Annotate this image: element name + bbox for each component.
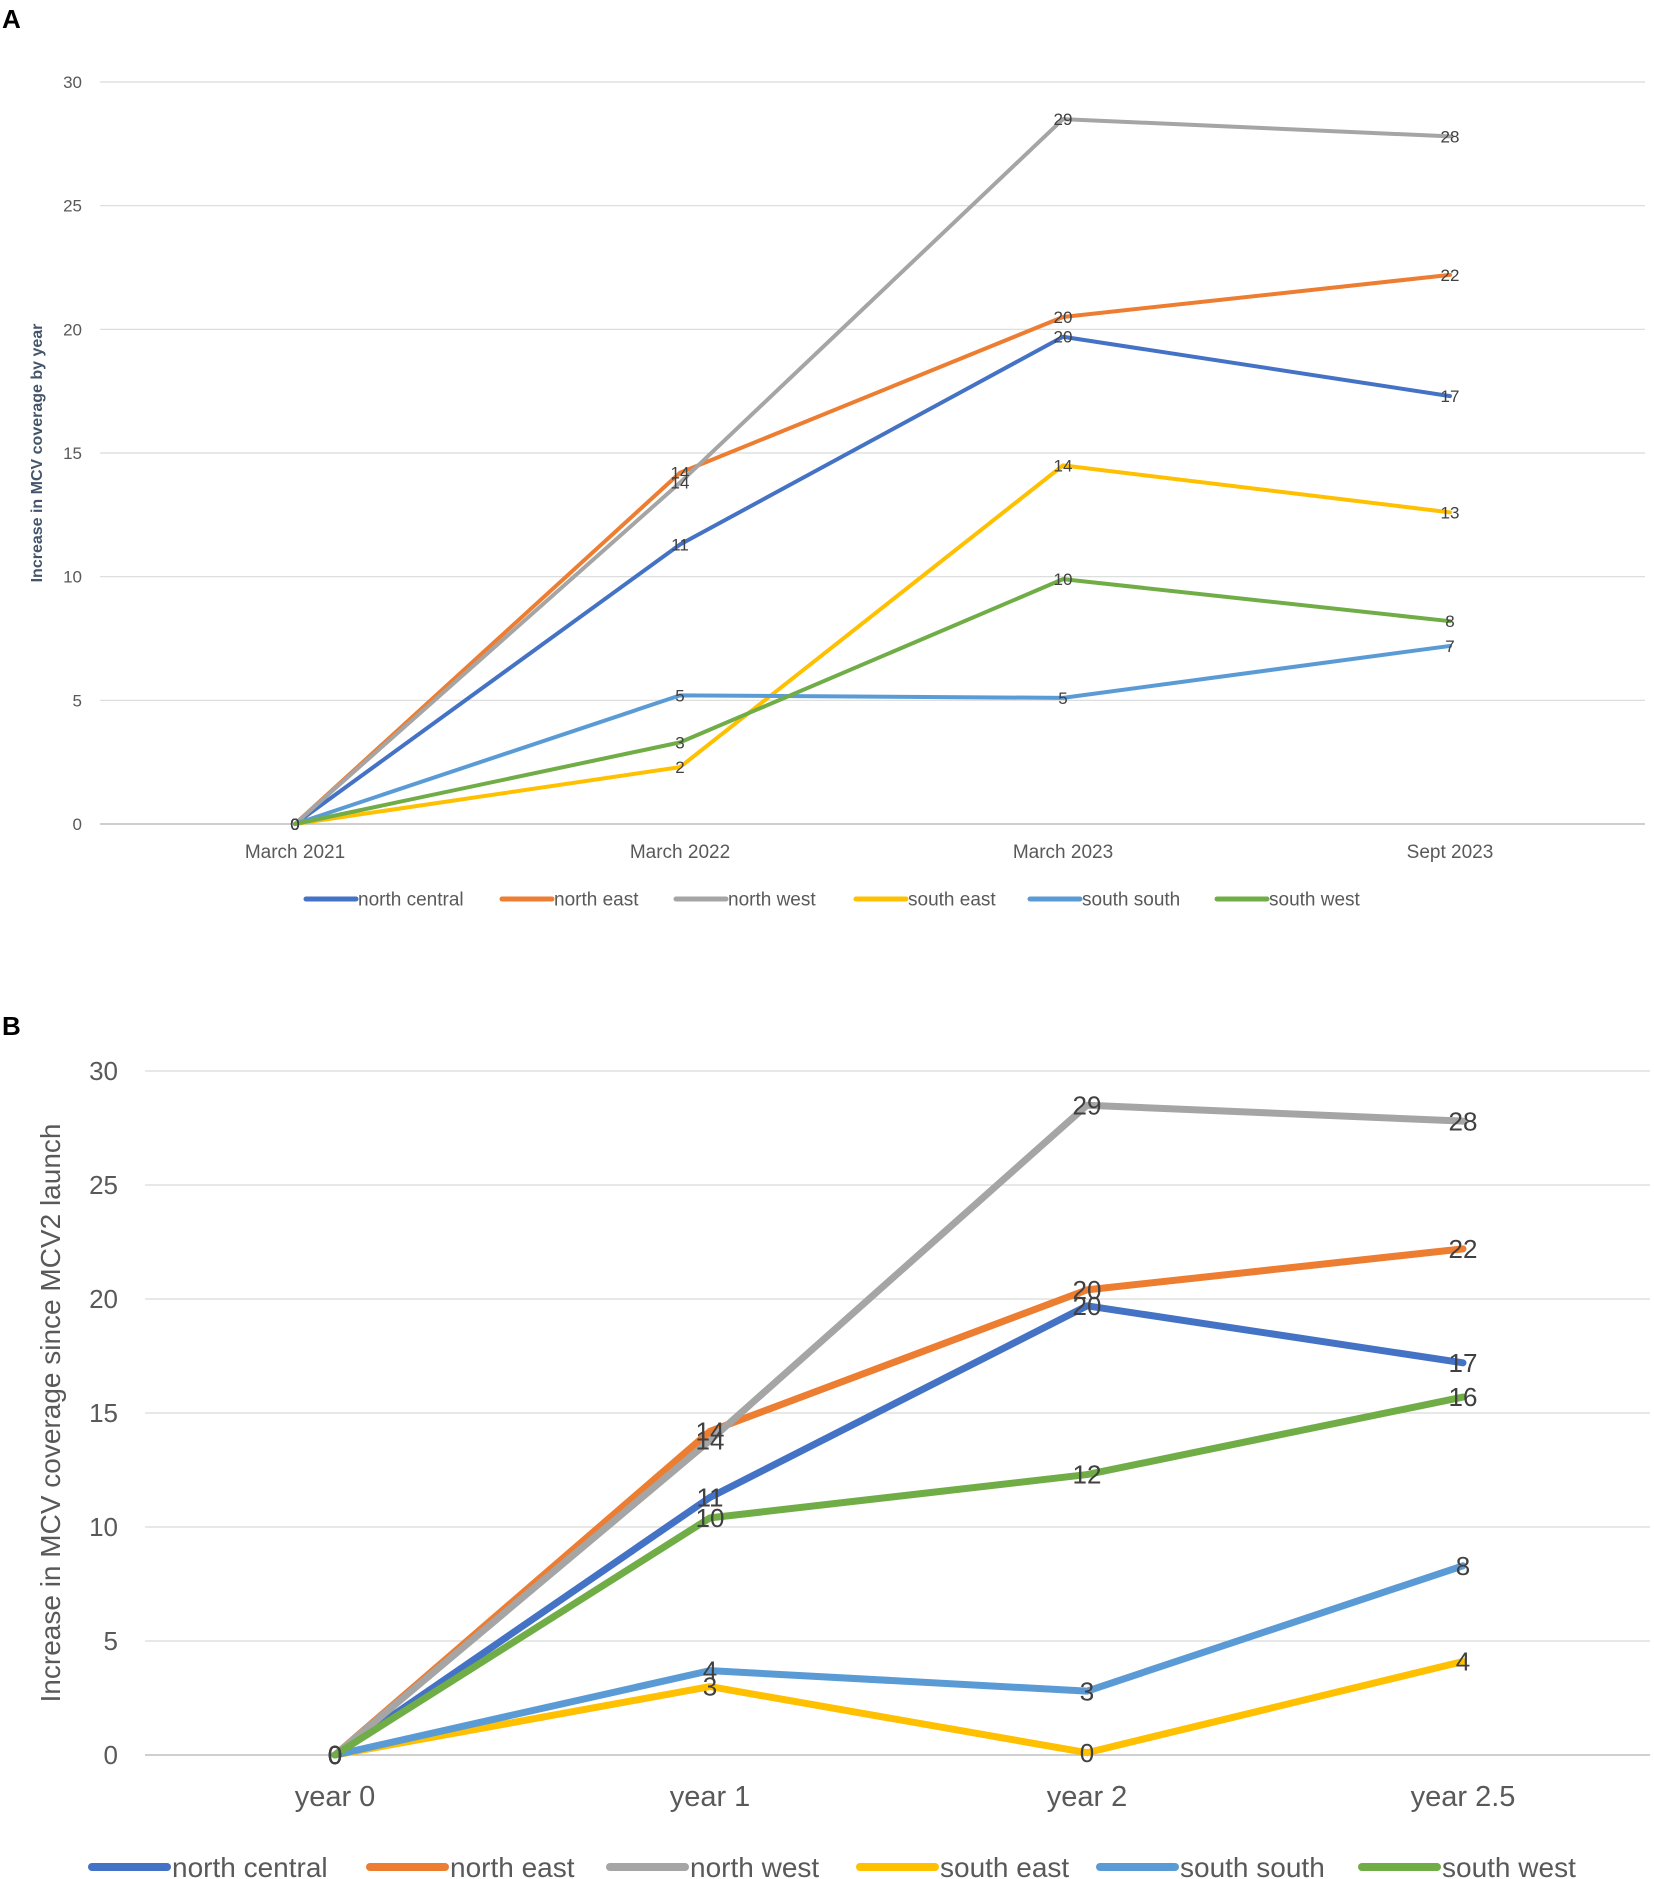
chart-a-series-line-south-south <box>293 643 1452 826</box>
chart-a-data-label-north-west: 0 <box>290 815 299 834</box>
chart-b-legend-label-south-east: south east <box>940 1852 1069 1879</box>
panel-a-letter: A <box>2 4 21 34</box>
chart-a-y-tick-label: 10 <box>63 568 82 587</box>
chart-a-series-line-south-east <box>293 463 1452 826</box>
chart-b-data-label-north-east: 0 <box>328 1740 342 1770</box>
chart-a-data-label-north-central: 0 <box>290 815 299 834</box>
chart-a-data-label-south-east: 2 <box>675 758 684 777</box>
chart-b-y-tick-label: 10 <box>89 1512 118 1542</box>
chart-a-data-label-north-west: 14 <box>671 474 690 493</box>
chart-b-y-tick-label: 30 <box>89 1056 118 1086</box>
chart-b-data-label-south-south: 8 <box>1456 1551 1470 1581</box>
chart-b-y-tick-label: 5 <box>104 1626 118 1656</box>
chart-b-series-line-north-west <box>331 1101 1467 1759</box>
chart-a-legend-label-north-central: north central <box>358 890 464 911</box>
chart-a-x-tick-label: March 2021 <box>245 842 345 863</box>
chart-b-y-tick-label: 15 <box>89 1398 118 1428</box>
chart-a-data-label-north-central: 11 <box>671 535 689 554</box>
chart-b-data-label-south-east: 0 <box>1080 1738 1094 1768</box>
chart-a-data-label-north-west: 29 <box>1054 110 1073 129</box>
chart-a-y-tick-label: 5 <box>73 691 82 710</box>
chart-b-data-label-south-west: 16 <box>1449 1382 1478 1412</box>
chart-a-legend-label-north-east: north east <box>554 890 639 911</box>
chart-b-series-line-south-south <box>331 1562 1467 1759</box>
chart-b-data-label-south-west: 10 <box>696 1503 725 1533</box>
chart-a-x-tick-label: March 2022 <box>630 842 730 863</box>
chart-b-legend-label-north-central: north central <box>172 1852 328 1879</box>
chart-a-y-tick-label: 20 <box>63 320 82 339</box>
panel-b-letter: B <box>2 1011 21 1041</box>
chart-b-y-tick-label: 25 <box>89 1170 118 1200</box>
chart-a-data-label-south-south: 5 <box>1058 689 1067 708</box>
chart-b-series-line-south-west <box>331 1393 1467 1759</box>
chart-b-data-label-south-east: 3 <box>703 1672 717 1702</box>
chart-a-y-axis-title: Increase in MCV coverage by year <box>29 324 46 583</box>
chart-b-data-label-north-central: 0 <box>328 1740 342 1770</box>
chart-a-legend-label-south-west: south west <box>1269 890 1361 911</box>
chart-a-data-label-north-east: 22 <box>1441 266 1460 285</box>
chart-a-data-label-north-central: 20 <box>1054 328 1073 347</box>
chart-a-data-label-south-west: 3 <box>675 733 684 752</box>
chart-a-series-line-south-west <box>293 577 1452 826</box>
chart-b-legend-label-south-west: south west <box>1442 1852 1576 1879</box>
chart-b-data-label-north-central: 17 <box>1449 1348 1478 1378</box>
chart-b-series-line-north-central <box>331 1302 1467 1759</box>
chart-b-data-label-north-central: 20 <box>1073 1291 1102 1321</box>
chart-b-data-label-south-south: 0 <box>328 1740 342 1770</box>
chart-b-data-label-north-west: 14 <box>696 1425 725 1455</box>
chart-b-x-tick-label: year 1 <box>670 1781 751 1813</box>
chart-b-data-label-south-west: 12 <box>1073 1460 1102 1490</box>
chart-b-data-label-north-west: 29 <box>1073 1090 1102 1120</box>
chart-b-y-axis-title: Increase in MCV coverage since MCV2 laun… <box>35 1124 66 1703</box>
chart-b-y-tick-label: 20 <box>89 1284 118 1314</box>
chart-a-data-label-north-east: 0 <box>290 815 299 834</box>
chart-a-x-tick-label: March 2023 <box>1013 842 1113 863</box>
chart-a-data-label-north-central: 17 <box>1441 387 1460 406</box>
chart-b-data-label-north-central: 11 <box>697 1482 724 1512</box>
chart-b-data-label-south-east: 0 <box>328 1740 342 1770</box>
chart-a-legend-label-north-west: north west <box>728 890 816 911</box>
chart-a-data-label-south-east: 0 <box>290 815 299 834</box>
chart-a-data-label-north-east: 20 <box>1054 308 1073 327</box>
chart-a-data-label-south-south: 7 <box>1445 637 1454 656</box>
chart-b-legend-label-south-south: south south <box>1180 1852 1325 1879</box>
chart-b-data-label-north-west: 28 <box>1449 1106 1478 1136</box>
chart-a-y-tick-label: 25 <box>63 197 82 216</box>
chart-b-series-line-south-east <box>331 1658 1467 1759</box>
chart-a-legend-label-south-south: south south <box>1082 890 1180 911</box>
chart-b-data-label-north-east: 14 <box>696 1416 725 1446</box>
chart-a-data-label-north-east: 14 <box>671 464 690 483</box>
chart-a-data-label-south-west: 8 <box>1445 612 1454 631</box>
chart-a-data-label-south-west: 10 <box>1054 570 1073 589</box>
chart-b-data-label-north-west: 0 <box>328 1740 342 1770</box>
chart-b-data-label-south-east: 4 <box>1456 1647 1470 1677</box>
chart-a-data-label-south-south: 0 <box>290 815 299 834</box>
chart-b-x-tick-label: year 2 <box>1047 1781 1128 1813</box>
chart-a-x-tick-label: Sept 2023 <box>1407 842 1494 863</box>
chart-b-legend-label-north-east: north east <box>450 1852 575 1879</box>
chart-b-data-label-south-south: 4 <box>703 1656 717 1686</box>
chart-a-legend-label-south-east: south east <box>908 890 996 911</box>
chart-a-data-label-south-east: 14 <box>1054 456 1073 475</box>
chart-b-data-label-south-south: 3 <box>1080 1676 1094 1706</box>
chart-b-y-tick-label: 0 <box>104 1740 118 1770</box>
chart-b-legend-label-north-west: north west <box>690 1852 819 1879</box>
chart-a-series-line-north-central <box>293 334 1452 826</box>
chart-b-data-label-north-east: 20 <box>1073 1275 1102 1305</box>
chart-a-y-tick-label: 15 <box>63 444 82 463</box>
chart-a-y-tick-label: 0 <box>73 815 82 834</box>
chart-a-data-label-south-west: 0 <box>290 815 299 834</box>
chart-b-data-label-north-east: 22 <box>1449 1234 1478 1264</box>
chart-a-data-label-south-east: 13 <box>1441 503 1460 522</box>
chart-a-data-label-north-west: 28 <box>1441 127 1460 146</box>
chart-a-series-line-north-east <box>293 272 1452 826</box>
chart-a-series-line-north-west <box>293 117 1452 826</box>
chart-a-y-tick-label: 30 <box>63 73 82 92</box>
chart-b-data-label-south-west: 0 <box>328 1740 342 1770</box>
chart-b-x-tick-label: year 2.5 <box>1411 1781 1516 1813</box>
chart-b-x-tick-label: year 0 <box>295 1781 376 1813</box>
chart-a-data-label-south-south: 5 <box>675 686 684 705</box>
